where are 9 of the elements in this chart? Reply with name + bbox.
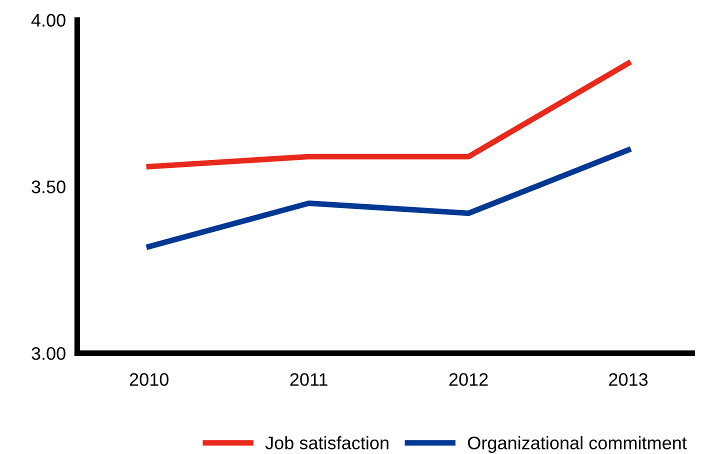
legend-label: Organizational commitment — [468, 436, 687, 453]
x-tick-label: 2012 — [449, 373, 488, 386]
y-tick-label: 3.00 — [32, 347, 66, 360]
x-tick-label: 2010 — [130, 373, 168, 386]
y-tick-label: 4.00 — [31, 14, 66, 27]
y-tick-label: 3.50 — [32, 180, 66, 194]
legend-label: Job satisfaction — [265, 436, 388, 450]
x-tick-label: 2013 — [609, 373, 648, 386]
x-tick-label: 2011 — [290, 373, 328, 386]
